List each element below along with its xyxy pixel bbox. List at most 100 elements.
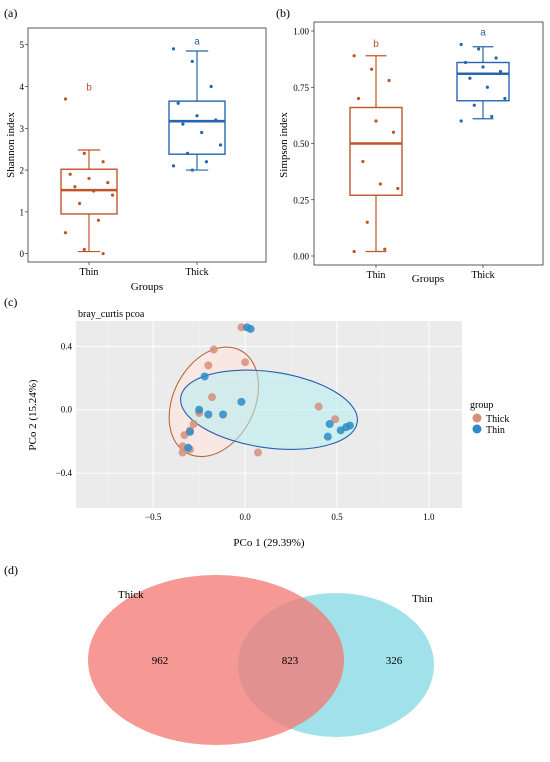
data-point [374, 119, 378, 123]
panel-c-xlabel: PCo 1 (29.39%) [233, 537, 305, 549]
data-point [356, 96, 361, 101]
data-point [391, 130, 396, 134]
y-tick-label: 2 [20, 166, 25, 176]
panel-c-pcoa: (c) bray_curtis pcoa PCo 1 (29.39%) PCo … [4, 295, 509, 549]
data-point [101, 160, 105, 164]
pcoa-point-thin [184, 443, 193, 452]
pcoa-point-thin [204, 410, 213, 419]
y-tick-label: 4 [20, 82, 25, 92]
x-tick-label: Thick [185, 267, 208, 278]
pcoa-point-thick [208, 393, 217, 402]
data-point [82, 151, 86, 155]
panel-b-label: (b) [276, 6, 290, 20]
pcoa-point-thick [204, 361, 213, 370]
data-point [459, 119, 463, 123]
data-point [370, 67, 374, 71]
pcoa-point-thin [200, 372, 209, 381]
y-tick-label: 0.00 [293, 252, 309, 262]
pcoa-point-thin [185, 427, 194, 436]
data-point [204, 160, 209, 164]
legend-swatch-thin [472, 424, 482, 434]
data-point [63, 97, 68, 101]
pcoa-point-thick [178, 448, 187, 457]
y-tick-label: 0.25 [293, 195, 309, 205]
data-point [171, 164, 176, 168]
legend-label-thin: Thin [486, 425, 505, 436]
x-tick-label: Thick [471, 270, 494, 281]
pcoa-point-thick [241, 358, 250, 367]
data-point [82, 247, 86, 252]
data-point [77, 201, 82, 206]
data-point [209, 84, 213, 89]
panel-c-legend: group Thick Thin [470, 400, 509, 436]
x-tick-label: 0.0 [239, 512, 251, 522]
data-point [459, 42, 463, 47]
significance-letter: b [373, 39, 379, 50]
box-thin [349, 106, 403, 196]
data-point [365, 220, 369, 224]
data-point [361, 159, 365, 164]
y-tick-label: 0.75 [293, 83, 309, 93]
data-point [181, 122, 185, 126]
box-thick [168, 100, 226, 155]
data-point [468, 76, 472, 80]
pcoa-point-thick [314, 402, 323, 411]
pcoa-point-thick [189, 420, 198, 429]
venn-count-thick-only: 962 [152, 655, 169, 667]
data-point [383, 247, 387, 251]
data-point [176, 101, 180, 105]
legend-swatch-thick [472, 413, 482, 423]
panel-c-label: (c) [4, 295, 17, 309]
data-point [463, 60, 468, 65]
pcoa-point-thick [253, 448, 262, 457]
data-point [92, 189, 96, 193]
panel-b-ylabel: Simpson index [278, 112, 290, 178]
data-point [472, 103, 476, 107]
y-tick-label: 5 [20, 40, 25, 50]
panel-a-shannon-boxplot: (a) Groups Shannon index 0 1 2 3 4 5 Thin b Thic… [4, 6, 267, 293]
pcoa-point-thick [237, 323, 246, 332]
data-point [498, 69, 503, 74]
data-point [503, 96, 507, 101]
data-point [200, 130, 204, 135]
significance-letter: b [86, 83, 92, 94]
y-tick-label: 0.4 [61, 341, 73, 351]
box-thin [60, 168, 118, 215]
data-point [195, 114, 199, 118]
data-point [68, 172, 72, 176]
panel-a-plot-area [27, 27, 267, 263]
venn-count-shared: 823 [282, 655, 299, 667]
data-point [387, 78, 391, 83]
confidence-ellipse-thick [180, 369, 358, 450]
data-point [494, 56, 498, 60]
data-point [63, 231, 68, 235]
y-tick-label: 1.00 [293, 27, 309, 37]
x-tick-label: Thin [80, 267, 99, 278]
data-point [396, 186, 400, 191]
data-point [87, 176, 91, 181]
data-point [352, 54, 356, 58]
pcoa-point-thin [195, 405, 204, 414]
data-point [101, 252, 105, 256]
data-point [378, 182, 382, 186]
y-tick-label: 0 [20, 249, 25, 259]
data-point [110, 193, 115, 197]
panel-c-ylabel: PCo 2 (15.24%) [27, 379, 39, 451]
data-point [190, 168, 194, 172]
pcoa-point-thin [345, 421, 354, 430]
panel-b-xlabel: Groups [412, 273, 444, 285]
panel-a-xlabel: Groups [131, 281, 163, 293]
y-tick-label: 0.50 [293, 139, 309, 149]
significance-letter: a [194, 37, 200, 48]
pcoa-point-thin [323, 432, 332, 441]
venn-label-thin: Thin [412, 593, 433, 605]
box-thick [456, 61, 510, 102]
panel-b-plot-area [313, 21, 544, 266]
data-point [185, 151, 190, 155]
legend-label-thick: Thick [486, 414, 509, 425]
data-point [171, 47, 176, 51]
x-tick-label: 0.5 [331, 512, 343, 522]
significance-letter: a [480, 28, 486, 39]
panel-c-title: bray_curtis pcoa [78, 309, 145, 320]
data-point [477, 47, 481, 51]
